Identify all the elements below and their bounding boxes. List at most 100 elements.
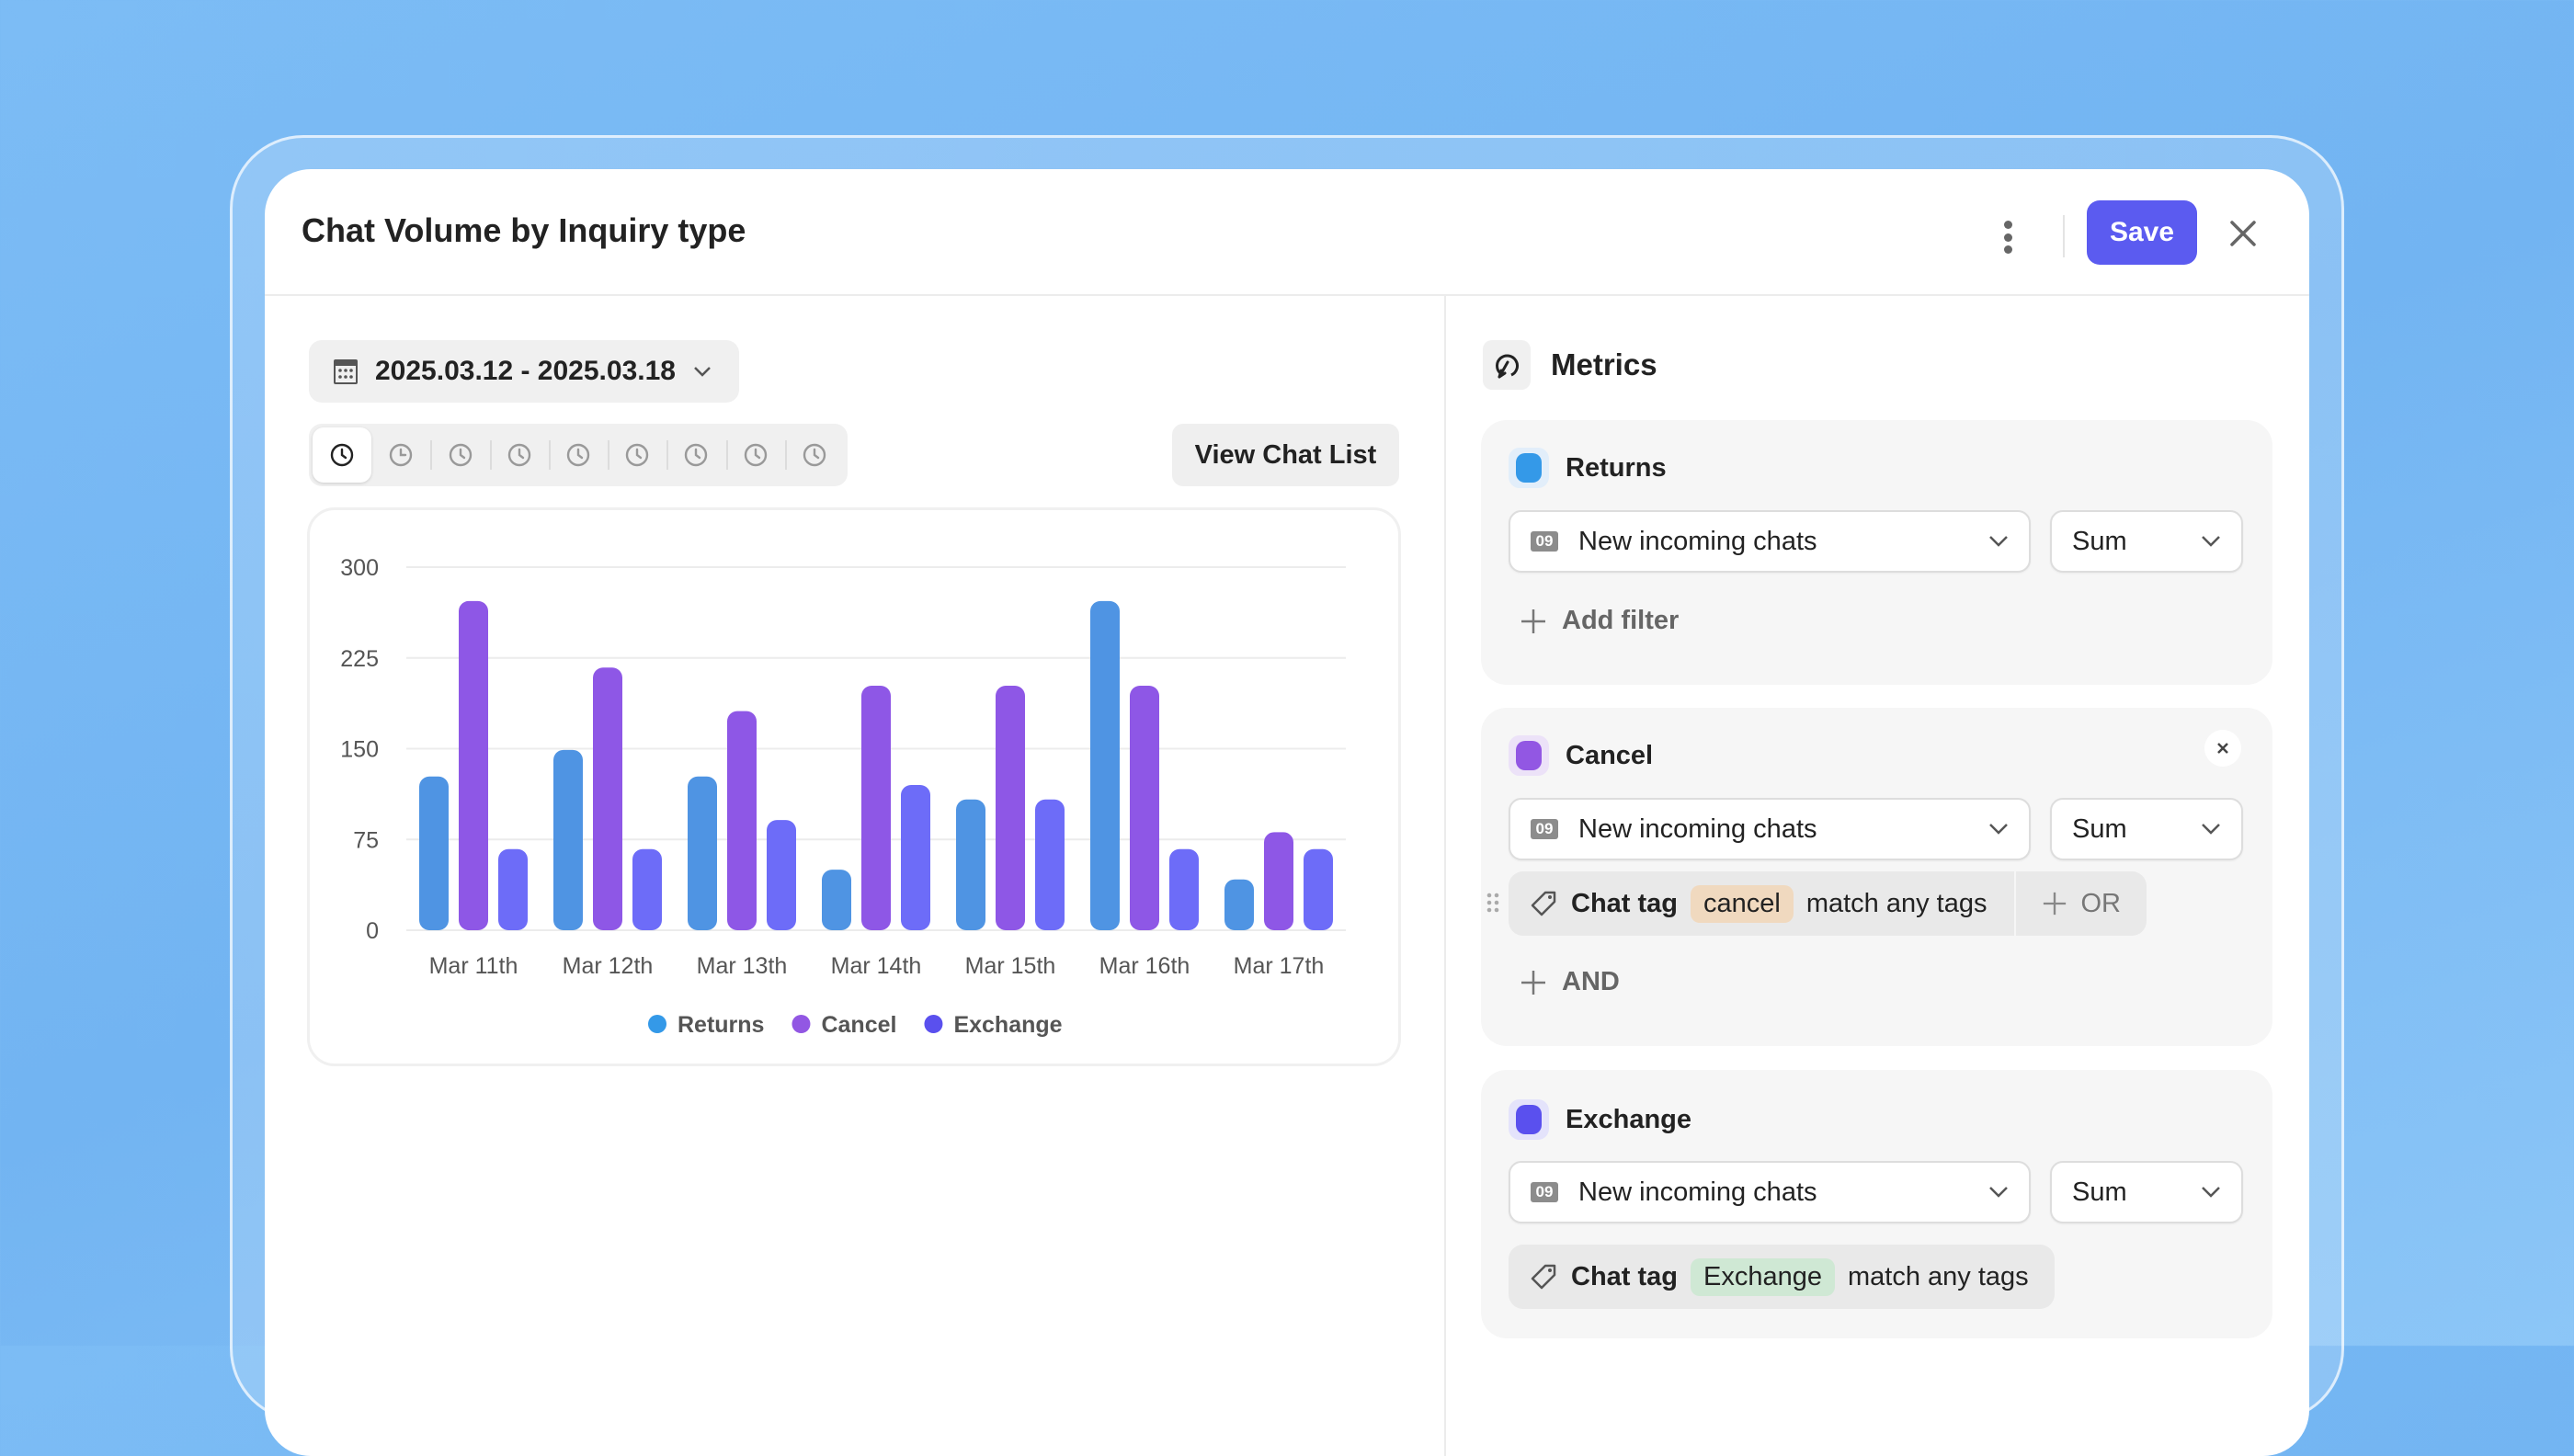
bar-exchange (1035, 799, 1065, 930)
filter-row[interactable]: Chat tag Exchange match any tags (1509, 1245, 2055, 1309)
aggregation-value: Sum (2072, 1177, 2127, 1207)
add-filter-button[interactable]: Add filter (1520, 606, 1679, 636)
filter-label: Chat tag (1571, 888, 1678, 918)
date-range-text: 2025.03.12 - 2025.03.18 (375, 356, 676, 386)
bar-exchange (632, 848, 662, 930)
chart-card: 0 75 150 225 300 Mar 11th Mar 12th Mar 13th Mar … (307, 507, 1401, 1066)
time-range-button[interactable] (313, 427, 372, 483)
remove-metric-button[interactable] (2204, 730, 2241, 767)
view-chat-list-button[interactable]: View Chat List (1172, 424, 1399, 486)
filter-label: Chat tag (1571, 1261, 1678, 1291)
bar-exchange (901, 785, 930, 930)
x-tick-label: Mar 16th (1099, 953, 1190, 979)
aggregation-select[interactable]: Sum (2050, 510, 2243, 573)
time-range-button[interactable] (489, 427, 549, 483)
number-icon: 09 (1531, 1182, 1558, 1202)
metrics-title: Metrics (1551, 347, 1657, 381)
x-tick-label: Mar 11th (429, 953, 518, 979)
page-title: Chat Volume by Inquiry type (302, 211, 746, 249)
report-editor-panel: Chat Volume by Inquiry type Save 2025.03… (265, 169, 2309, 1456)
legend-label: Exchange (953, 1012, 1062, 1038)
y-tick-label: 225 (340, 646, 379, 672)
drag-handle-icon[interactable] (1486, 892, 1500, 914)
filter-row[interactable]: Chat tag cancel match any tags OR (1509, 871, 2147, 936)
and-label: AND (1562, 967, 1620, 996)
metric-select-value: New incoming chats (1578, 526, 1817, 556)
metric-name: Exchange (1566, 1104, 1691, 1134)
legend-label: Returns (678, 1012, 764, 1038)
number-icon: 09 (1531, 531, 1558, 552)
chevron-down-icon (2202, 824, 2220, 835)
plus-icon (2044, 892, 2067, 916)
bar-cancel (593, 667, 622, 930)
color-swatch[interactable] (1509, 448, 1549, 488)
match-mode[interactable]: match any tags (1848, 1261, 2029, 1291)
close-icon[interactable] (2225, 215, 2261, 252)
add-filter-label: Add filter (1562, 606, 1680, 635)
metric-card-cancel: Cancel 09 New incoming chats Sum Chat ta… (1481, 708, 2272, 1046)
color-swatch[interactable] (1509, 1099, 1549, 1140)
y-tick-label: 0 (366, 918, 379, 944)
aggregation-value: Sum (2072, 813, 2127, 844)
chevron-down-icon (1989, 824, 2008, 835)
more-options-icon[interactable] (1997, 217, 2019, 257)
bar-cancel (996, 686, 1025, 930)
x-tick-label: Mar 13th (697, 953, 788, 979)
plus-icon (1521, 970, 1545, 995)
bar-cancel (1264, 832, 1293, 930)
metrics-icon (1483, 340, 1531, 390)
aggregation-select[interactable]: Sum (2050, 1161, 2243, 1223)
time-range-button[interactable] (725, 427, 785, 483)
plus-icon (1521, 609, 1545, 633)
metrics-header: Metrics (1483, 340, 1657, 390)
bar-returns (688, 776, 717, 930)
bar-exchange (1304, 848, 1333, 930)
metric-select[interactable]: 09 New incoming chats (1509, 798, 2031, 860)
metric-select[interactable]: 09 New incoming chats (1509, 510, 2031, 573)
time-range-button[interactable] (371, 427, 430, 483)
close-icon (2217, 743, 2228, 754)
add-and-button[interactable]: AND (1520, 967, 1620, 997)
chevron-down-icon (2202, 1187, 2220, 1198)
time-range-button[interactable] (608, 427, 666, 483)
clock-icon (626, 443, 649, 467)
metric-name: Cancel (1566, 740, 1654, 770)
bar-returns (956, 799, 985, 930)
time-range-button[interactable] (430, 427, 489, 483)
time-range-button[interactable] (666, 427, 725, 483)
bar-cancel (727, 711, 757, 930)
save-button[interactable]: Save (2087, 200, 2197, 265)
bar-cancel (1130, 686, 1159, 930)
chevron-down-icon (694, 367, 711, 377)
clock-icon (330, 443, 354, 467)
time-range-button[interactable] (548, 427, 608, 483)
x-tick-label: Mar 12th (563, 953, 654, 979)
clock-icon (685, 443, 708, 467)
time-range-button[interactable] (784, 427, 844, 483)
chevron-down-icon (1989, 536, 2008, 547)
number-icon: 09 (1531, 819, 1558, 839)
time-granularity-selector[interactable] (309, 424, 848, 486)
chevron-down-icon (2202, 536, 2220, 547)
legend-label: Cancel (821, 1012, 896, 1038)
metric-select[interactable]: 09 New incoming chats (1509, 1161, 2031, 1223)
y-tick-label: 300 (340, 555, 379, 581)
match-mode[interactable]: match any tags (1805, 888, 1987, 918)
bar-exchange (767, 820, 796, 930)
bar-returns (1090, 600, 1120, 930)
legend-swatch (924, 1015, 943, 1033)
color-swatch[interactable] (1509, 735, 1549, 776)
date-range-picker[interactable]: 2025.03.12 - 2025.03.18 (309, 340, 739, 403)
clock-icon (449, 443, 472, 467)
tag-chip[interactable]: cancel (1691, 884, 1794, 923)
tag-chip[interactable]: Exchange (1691, 1257, 1835, 1296)
metric-title: Exchange (1509, 1099, 1691, 1140)
add-or-button[interactable]: OR (2014, 871, 2147, 936)
legend-swatch (648, 1015, 666, 1033)
aggregation-select[interactable]: Sum (2050, 798, 2243, 860)
bar-chart: 0 75 150 225 300 Mar 11th Mar 12th Mar 13th Mar … (340, 555, 1346, 1038)
metric-name: Returns (1566, 452, 1667, 483)
metric-card-exchange: Exchange 09 New incoming chats Sum Chat … (1481, 1070, 2272, 1338)
divider (2063, 215, 2065, 257)
metric-title: Cancel (1509, 735, 1653, 776)
